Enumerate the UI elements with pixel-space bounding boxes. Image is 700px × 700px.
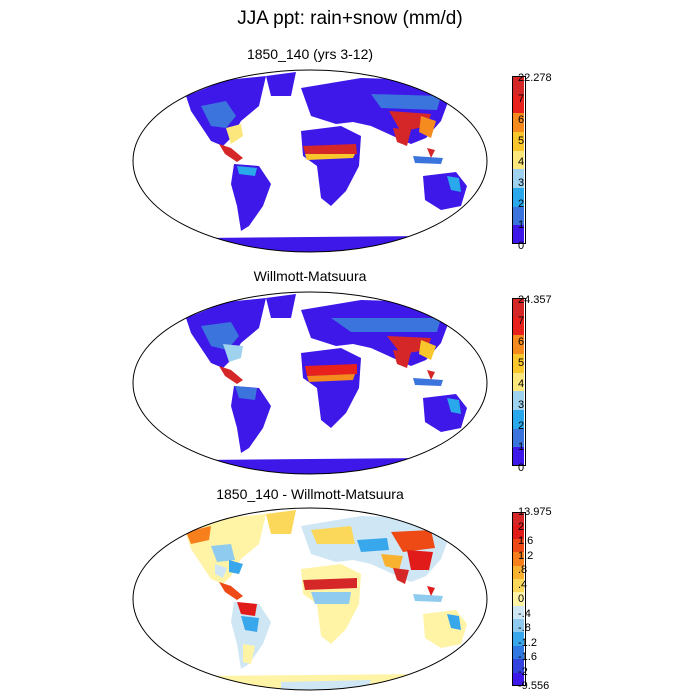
colorbar-tick-label: 4 — [518, 156, 525, 168]
colorbar-tick-label: 2 — [518, 420, 525, 432]
panel-3-title: 1850_140 - Willmott-Matsuura — [216, 486, 404, 502]
antarctica-land — [171, 236, 461, 252]
colorbar-tick-label: -1.6 — [518, 651, 537, 663]
colorbar-tick-label: -2 — [518, 665, 528, 678]
colorbar-tick-label: 3 — [518, 177, 525, 189]
colorbar-swatch — [512, 659, 524, 673]
colorbar-tick-label: 6 — [518, 336, 525, 348]
colorbar-tick-label: 0 — [518, 462, 525, 474]
colorbar-swatch — [512, 150, 524, 170]
colorbar-swatch — [512, 538, 524, 553]
colorbar-swatch — [512, 605, 524, 620]
panel-1-title: 1850_140 (yrs 3-12) — [246, 46, 374, 62]
panel-2-map — [132, 291, 488, 475]
colorbar-frame — [512, 512, 526, 686]
main-title: JJA ppt: rain+snow (mm/d) — [237, 8, 463, 29]
colorbar-swatch — [512, 354, 524, 373]
colorbar-tick-label: 1 — [518, 219, 525, 231]
colorbar-tick-label: .8 — [518, 564, 528, 576]
colorbar-tick-label: 5 — [518, 357, 525, 369]
greenland-land — [266, 510, 296, 534]
colorbar-swatch — [512, 512, 524, 526]
colorbar-tick-label: 1 — [518, 441, 525, 453]
antarctica-land — [171, 458, 461, 474]
colorbar-tick-label: 7 — [518, 315, 525, 327]
colorbar-swatch — [512, 132, 524, 151]
colorbar-swatch — [512, 225, 524, 244]
colorbar-swatch — [512, 391, 524, 410]
colorbar-swatch — [512, 335, 524, 354]
colorbar-tick-label: 4 — [518, 378, 525, 390]
colorbar-swatch — [512, 592, 524, 606]
panel-2-colorbar — [512, 298, 526, 466]
colorbar-swatch — [512, 372, 524, 392]
colorbar-swatch — [512, 578, 524, 593]
colorbar-swatch — [512, 169, 524, 188]
colorbar-tick-label: -.4 — [518, 607, 531, 620]
colorbar-frame — [512, 76, 526, 244]
colorbar-tick-label: 6 — [518, 114, 525, 126]
colorbar-tick-label: 1.6 — [518, 535, 534, 547]
colorbar-swatch — [512, 316, 524, 336]
colorbar-tick-label: -1.2 — [518, 636, 537, 649]
greenland-land — [266, 294, 296, 318]
south-america-land — [231, 164, 271, 231]
colorbar-swatch — [512, 298, 524, 317]
panel-1-map — [132, 69, 488, 253]
colorbar-swatch — [512, 447, 524, 466]
colorbar-tick-label: -.8 — [518, 622, 531, 634]
colorbar-swatch — [512, 410, 524, 429]
colorbar-tick-label: 7 — [518, 93, 525, 105]
colorbar-swatch — [512, 632, 524, 646]
colorbar-tick-label: 5 — [518, 135, 525, 147]
colorbar-swatch — [512, 206, 524, 226]
colorbar-swatch — [512, 188, 524, 207]
panel-2-title: Willmott-Matsuura — [253, 268, 367, 284]
colorbar-tick-label: 0 — [518, 240, 525, 252]
colorbar-swatch — [512, 619, 524, 633]
colorbar-swatch — [512, 94, 524, 114]
colorbar-tick-label: 2 — [518, 198, 525, 210]
colorbar-tick-label: 2 — [518, 520, 525, 533]
colorbar-tick-label: 3 — [518, 399, 525, 411]
colorbar-swatch — [512, 565, 524, 579]
colorbar-tick-label: 1.2 — [518, 549, 534, 562]
colorbar-frame — [512, 298, 526, 466]
colorbar-swatch — [512, 645, 524, 660]
panel-3-colorbar — [512, 512, 526, 686]
colorbar-tick-label: 13.975 — [518, 506, 552, 518]
colorbar-tick-label: 0 — [518, 593, 525, 605]
colorbar-swatch — [512, 428, 524, 448]
colorbar-swatch — [512, 113, 524, 132]
panel-1-colorbar — [512, 76, 526, 244]
colorbar-swatch — [512, 552, 524, 566]
colorbar-swatch — [512, 76, 524, 95]
colorbar-swatch — [512, 525, 524, 539]
colorbar-tick-label: .4 — [518, 578, 528, 591]
south-america-land — [231, 386, 271, 453]
panel-3-map — [132, 507, 488, 691]
greenland-land — [266, 72, 296, 96]
colorbar-tick-label: -9.556 — [518, 680, 550, 692]
south-america-land — [231, 602, 271, 669]
colorbar-tick-label: 24.357 — [518, 294, 552, 306]
colorbar-swatch — [512, 672, 524, 686]
colorbar-tick-label: 22.278 — [518, 72, 552, 84]
